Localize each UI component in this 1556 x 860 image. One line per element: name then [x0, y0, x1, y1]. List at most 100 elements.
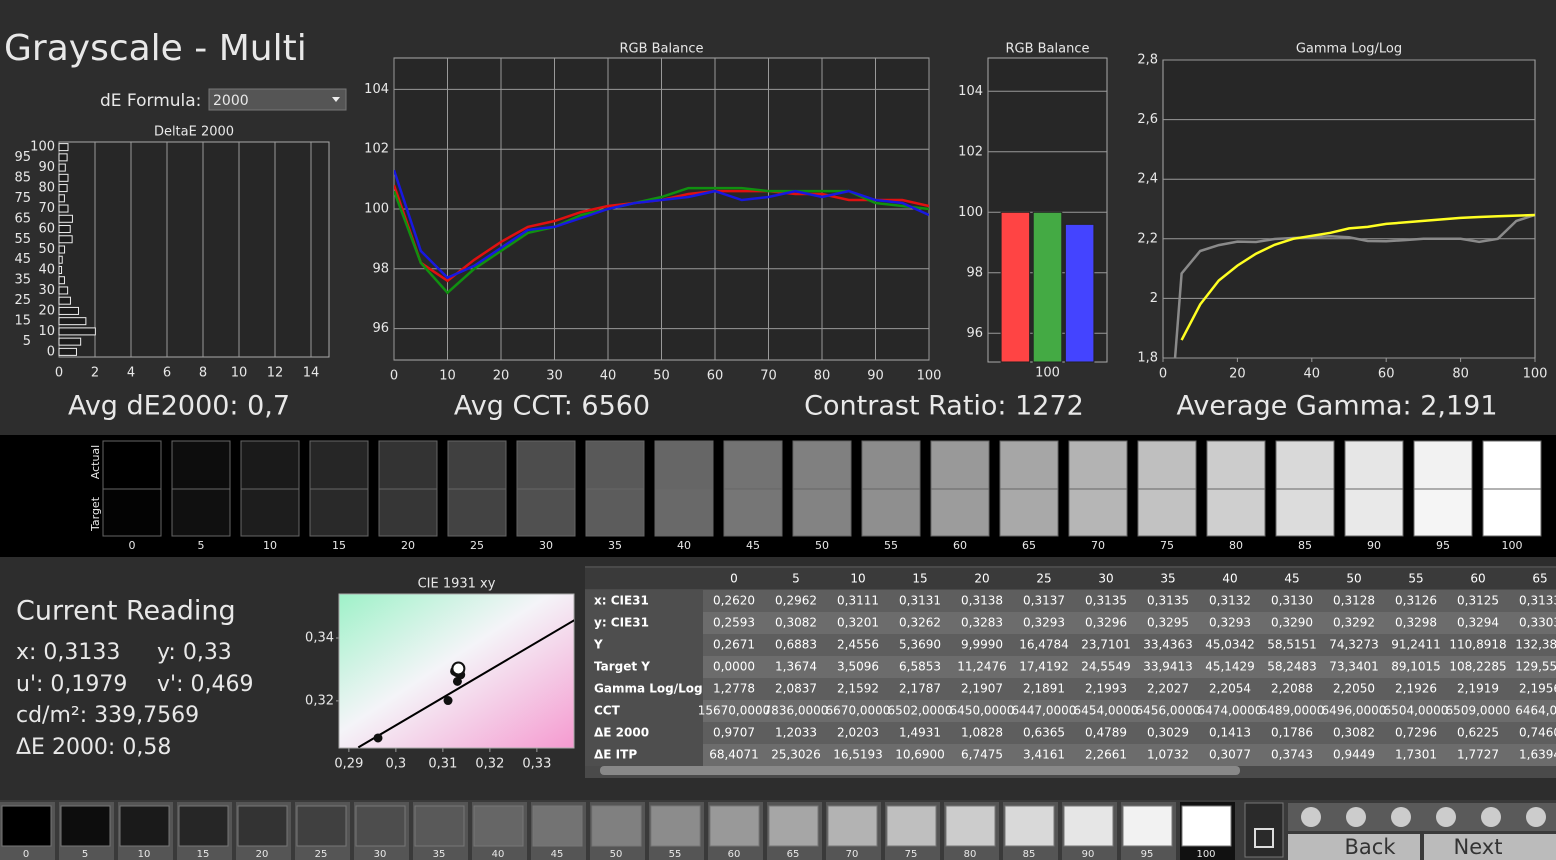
patch-label[interactable]: 30 [374, 849, 387, 860]
y-tick-label: 96 [372, 321, 389, 336]
bar [58, 245, 66, 254]
table-cell: 2,1926 [1395, 682, 1437, 696]
patch[interactable] [1004, 805, 1055, 847]
x-tick-label: 0 [1159, 367, 1167, 382]
patch[interactable] [709, 805, 760, 847]
swatch-label: 20 [401, 539, 415, 552]
formula-dropdown[interactable] [208, 88, 347, 111]
patch-label[interactable]: 25 [315, 849, 328, 860]
swatch-actual [1206, 440, 1266, 490]
table-cell: 0,3126 [1395, 594, 1437, 608]
table-cell: 0,6365 [1023, 726, 1065, 740]
tool-button[interactable] [1436, 807, 1456, 827]
table-row [585, 744, 1556, 766]
swatch-label: 25 [470, 539, 484, 552]
toolbar[interactable] [1288, 803, 1556, 831]
scrollbar[interactable] [600, 766, 1240, 775]
y-tick-label: 25 [14, 293, 31, 308]
patch[interactable] [1063, 805, 1114, 847]
x-tick-label: 0 [55, 366, 63, 381]
table-cell: 16,5193 [833, 748, 883, 762]
y-tick-label: 55 [14, 232, 31, 247]
patch[interactable] [768, 805, 819, 847]
column-header: 50 [1346, 572, 1361, 586]
tool-button[interactable] [1301, 807, 1321, 827]
table-cell: 0,3290 [1271, 616, 1313, 630]
table-cell: 0,3135 [1085, 594, 1127, 608]
patch-label[interactable]: 15 [197, 849, 210, 860]
patch[interactable] [355, 805, 406, 847]
bar [58, 194, 65, 203]
patch-label[interactable]: 20 [256, 849, 269, 860]
swatch-actual [792, 440, 852, 490]
formula-value[interactable]: 2000 [213, 93, 249, 109]
back-label[interactable]: Back [1345, 835, 1397, 859]
patch-label[interactable]: 10 [138, 849, 151, 860]
patch[interactable] [591, 805, 642, 847]
tool-button[interactable] [1391, 807, 1411, 827]
reading-line: v': 0,469 [157, 672, 253, 697]
table-cell: 0,9707 [713, 726, 755, 740]
row-header-bg [585, 700, 703, 722]
patch-label[interactable]: 80 [964, 849, 977, 860]
patch-label[interactable]: 95 [1141, 849, 1154, 860]
patch[interactable] [237, 805, 288, 847]
patch-label[interactable]: 100 [1196, 849, 1215, 860]
patch[interactable] [945, 805, 996, 847]
row-header: ΔE ITP [594, 748, 637, 762]
patch-label[interactable]: 85 [1023, 849, 1036, 860]
patch[interactable] [178, 805, 229, 847]
y-tick-label: 100 [364, 202, 389, 217]
patch-label[interactable]: 5 [82, 849, 88, 860]
table-cell: 74,3273 [1329, 638, 1379, 652]
patch-label[interactable]: 35 [433, 849, 446, 860]
stop-icon[interactable] [1254, 828, 1274, 848]
x-tick-label: 40 [600, 369, 617, 384]
patch[interactable] [60, 805, 111, 847]
patch[interactable] [827, 805, 878, 847]
patch[interactable] [119, 805, 170, 847]
patch[interactable] [1, 805, 52, 847]
patch[interactable] [650, 805, 701, 847]
table-cell: 0,0000 [713, 660, 755, 674]
patch-label[interactable]: 65 [787, 849, 800, 860]
next-label[interactable]: Next [1454, 835, 1503, 859]
patch-label[interactable]: 45 [551, 849, 564, 860]
patch-label[interactable]: 75 [905, 849, 918, 860]
reading-line: ΔE 2000: 0,58 [16, 735, 171, 760]
back-button[interactable] [1288, 834, 1420, 860]
patch-label[interactable]: 40 [492, 849, 505, 860]
patch-label[interactable]: 50 [610, 849, 623, 860]
next-button[interactable] [1424, 834, 1556, 860]
table-cell: 15670,0000 [698, 704, 771, 718]
patch-label[interactable]: 0 [23, 849, 29, 860]
tool-button[interactable] [1526, 807, 1546, 827]
patch[interactable] [886, 805, 937, 847]
patch[interactable] [1181, 805, 1232, 847]
table-cell: 0,3137 [1023, 594, 1065, 608]
patch-label[interactable]: 90 [1082, 849, 1095, 860]
dropdown-arrow[interactable] [332, 97, 340, 102]
patch[interactable] [532, 805, 583, 847]
table-cell: 1,3674 [775, 660, 817, 674]
swatch-target [999, 488, 1059, 537]
column-header: 0 [730, 572, 738, 586]
swatch-target [585, 488, 645, 537]
plot-area [1162, 59, 1536, 359]
table-cell: 0,3293 [1209, 616, 1251, 630]
patch-label[interactable]: 55 [669, 849, 682, 860]
patch-label[interactable]: 70 [846, 849, 859, 860]
table-cell: 1,0732 [1147, 748, 1189, 762]
patch[interactable] [1122, 805, 1173, 847]
tool-button[interactable] [1481, 807, 1501, 827]
patch[interactable] [473, 805, 524, 847]
series-line [1173, 213, 1535, 358]
patch-label[interactable]: 60 [728, 849, 741, 860]
patch[interactable] [296, 805, 347, 847]
tool-button[interactable] [1346, 807, 1366, 827]
table-cell: 0,3133 [1519, 594, 1556, 608]
patch[interactable] [414, 805, 465, 847]
swatch-actual [171, 440, 231, 490]
table-header [585, 568, 1556, 589]
table-cell: 1,7301 [1395, 748, 1437, 762]
